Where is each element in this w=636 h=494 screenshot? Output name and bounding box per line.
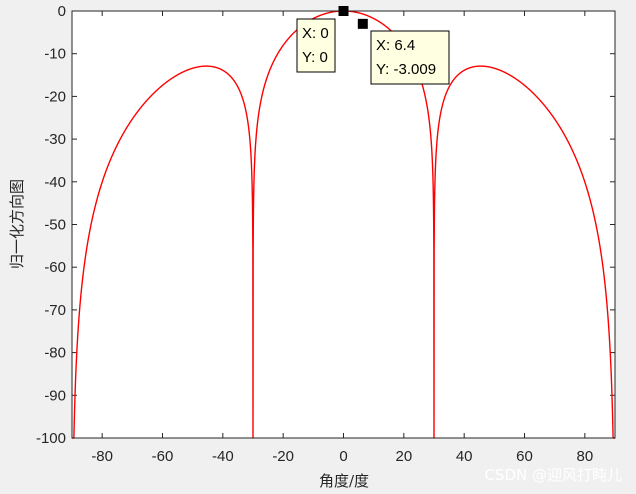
x-tick-label: 80 <box>576 448 593 465</box>
datatip[interactable]: X: 6.4 Y: -3.009 <box>357 18 450 85</box>
datatip[interactable]: X: 0 Y: 0 <box>296 6 349 73</box>
x-tick-label: -60 <box>152 448 174 465</box>
datatip-x-text: X: 6.4 <box>376 37 415 54</box>
y-tick-label: -60 <box>44 259 66 276</box>
y-tick-label: -10 <box>44 46 66 63</box>
x-tick-label: 40 <box>456 448 473 465</box>
datatip-y-text: Y: 0 <box>302 49 328 66</box>
y-tick-label: -20 <box>44 88 66 105</box>
x-axis-label: 角度/度 <box>319 472 369 490</box>
y-tick-label: -90 <box>44 387 66 404</box>
y-tick-label: -30 <box>44 131 66 148</box>
datatip-x-text: X: 0 <box>302 25 329 42</box>
y-tick-label: -80 <box>44 345 66 362</box>
x-tick-label: -80 <box>91 448 113 465</box>
x-tick-label: -40 <box>212 448 234 465</box>
datatip-marker[interactable] <box>357 18 368 29</box>
x-tick-label: -20 <box>272 448 294 465</box>
y-tick-label: 0 <box>58 3 66 20</box>
x-tick-label: 0 <box>339 448 347 465</box>
y-tick-label: -70 <box>44 302 66 319</box>
x-tick-label: 20 <box>395 448 412 465</box>
y-tick-label: -50 <box>44 217 66 234</box>
y-ticks: 0 -10 -20 -30 -40 -50 -60 -70 -80 -90 -100 <box>36 3 615 447</box>
datatip-y-text: Y: -3.009 <box>376 61 436 78</box>
axes-background <box>72 11 615 438</box>
datatip-box <box>296 18 336 73</box>
datatips: X: 0 Y: 0 X: 6.4 Y: -3.009 <box>296 6 450 85</box>
y-tick-label: -100 <box>36 430 66 447</box>
x-ticks: -80 -60 -40 -20 0 20 40 60 80 <box>91 11 593 465</box>
x-tick-label: 60 <box>516 448 533 465</box>
y-tick-label: -40 <box>44 174 66 191</box>
datatip-marker[interactable] <box>338 6 349 16</box>
watermark: CSDN @迎风打盹儿 <box>484 466 622 484</box>
y-axis-label: 归一化方向图 <box>8 179 26 269</box>
datatip-box <box>370 30 450 85</box>
